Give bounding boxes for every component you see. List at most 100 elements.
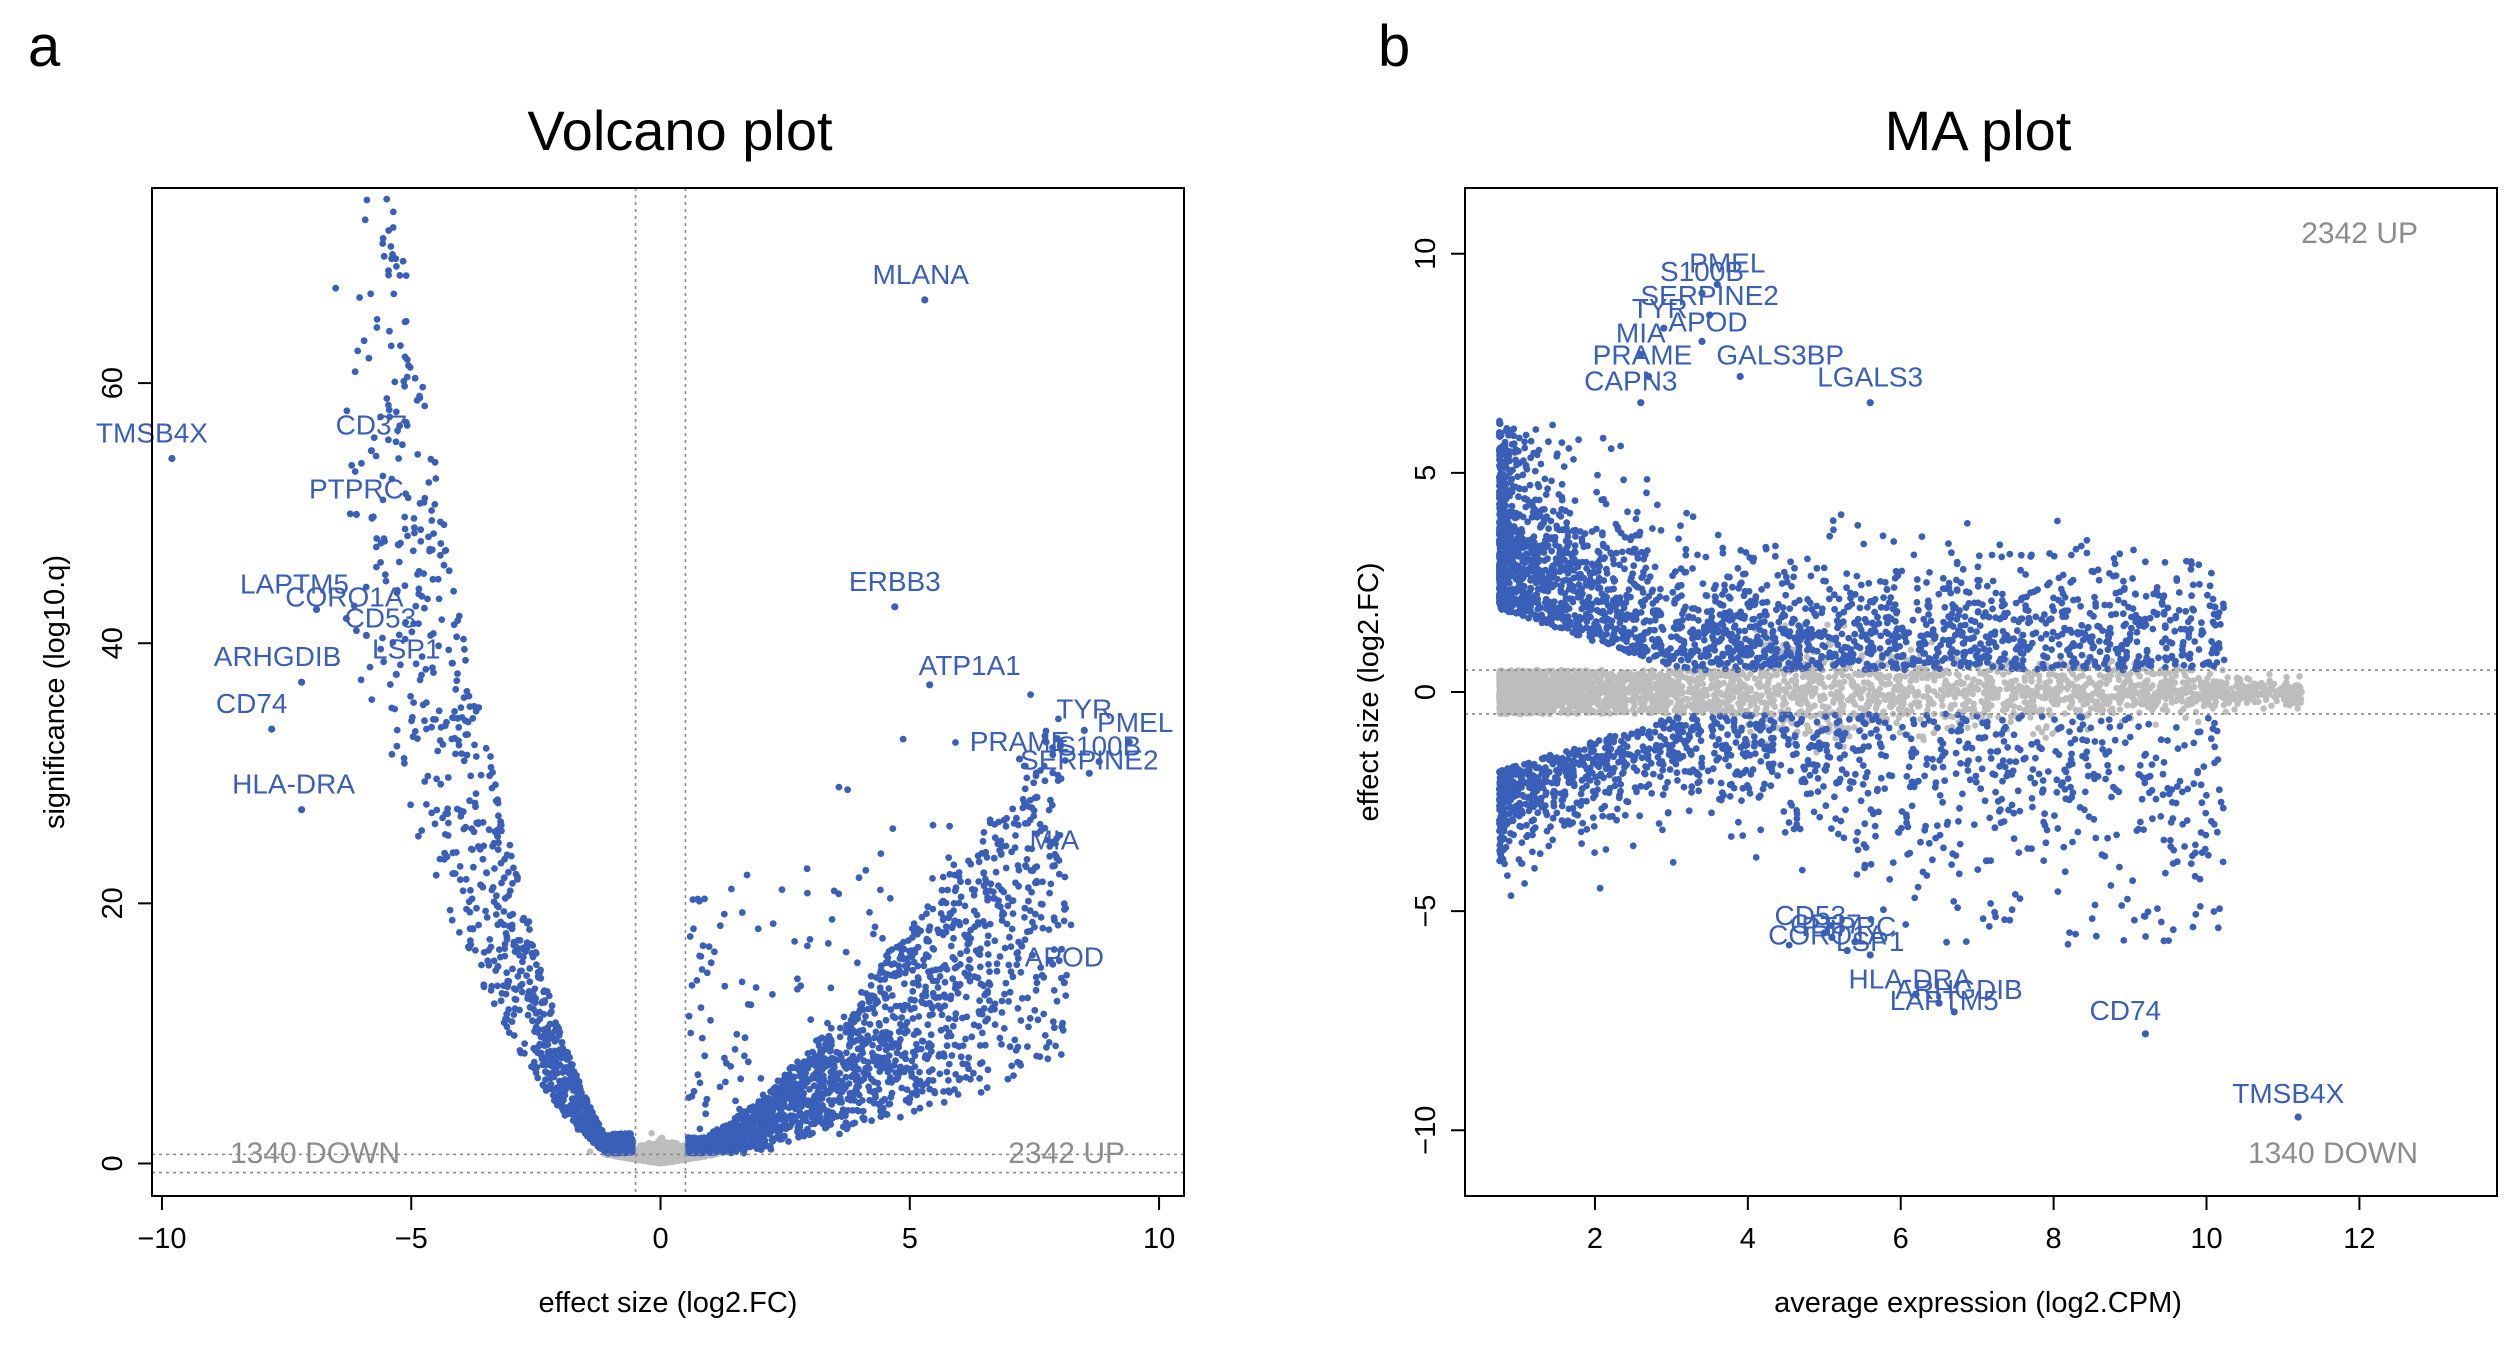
volcano-point-down [421,604,428,612]
volcano-point-up [1032,986,1040,994]
volcano-point-down [530,1005,537,1013]
volcano-point-up [738,978,746,986]
volcano-point-up [1033,979,1041,987]
volcano-point-down [528,1063,535,1070]
volcano-point-down [437,518,444,526]
volcano-point-down [380,252,388,260]
volcano-point-up [741,1052,748,1060]
volcano-points [332,195,1075,1167]
volcano-point-down [466,937,474,945]
volcano-point-down [428,507,435,514]
volcano-point-down [544,1048,552,1056]
volcano-point-down [521,1049,528,1057]
volcano-point-down [383,195,391,203]
volcano-point-down [421,402,429,410]
volcano-point-down [518,988,526,996]
volcano-point-down [410,515,418,522]
volcano-point-down [419,383,427,391]
volcano-point-up [1057,1051,1065,1058]
volcano-title: Volcano plot [527,99,833,162]
volcano-point-down [399,441,406,449]
volcano-point-up [1002,822,1010,830]
volcano-point-down [494,982,501,990]
volcano-point-down [495,812,502,820]
volcano-point-down [575,1089,583,1097]
volcano-point-down [452,750,459,758]
volcano-point-down [390,290,398,298]
volcano-point-down [426,545,434,553]
volcano-point-down [542,1068,549,1075]
volcano-point-down [363,196,371,204]
volcano-point-down [458,714,466,721]
volcano-point-up [1024,1043,1031,1050]
volcano-point-up [1040,973,1048,981]
volcano-point-down [465,898,473,906]
volcano-point-down [409,547,417,555]
volcano-point-up [876,984,884,992]
volcano-point-up [687,1029,695,1037]
volcano-point-down [547,1008,555,1016]
volcano-point-up [957,893,965,901]
volcano-point-down [518,980,526,988]
volcano-point-down [414,451,422,458]
volcano-point-up [804,889,811,897]
volcano-point-up [711,948,718,956]
volcano-point-down [373,563,380,571]
volcano-point-down [409,733,417,741]
volcano-point-down [425,479,433,486]
volcano-point-down [562,1066,570,1074]
volcano-point-up [785,1138,792,1145]
volcano-point-up [1046,889,1053,897]
volcano-point-down [509,965,516,973]
volcano-point-down [505,868,512,876]
volcano-point-down [441,722,449,730]
volcano-point-down [448,735,456,743]
volcano-point-down [511,1005,519,1013]
volcano-point-up [1039,901,1046,908]
volcano-point-ns [643,1144,650,1151]
volcano-point-up [791,938,798,945]
volcano-point-down [516,936,524,944]
volcano-point-down [504,983,511,991]
volcano-point-down [356,294,363,301]
volcano-point-down [357,676,365,684]
volcano-point-up [1045,1039,1053,1046]
volcano-point-down [469,925,477,933]
volcano-point-up [705,943,713,950]
volcano-point-up [998,1041,1005,1048]
volcano-point-down [448,916,456,924]
volcano-point-up [926,1100,933,1108]
volcano-point-down [495,839,502,847]
volcano-point-up [737,1075,745,1083]
volcano-point-down [487,986,495,994]
volcano-point-ns [658,1138,666,1145]
volcano-point-down [433,775,440,783]
volcano-point-down [370,513,377,521]
volcano-point-down [503,1010,511,1018]
volcano-point-down [470,828,478,836]
volcano-point-down [373,324,381,331]
volcano-point-down [395,455,402,462]
volcano-point-up [936,1070,944,1078]
volcano-point-down [593,1135,600,1143]
volcano-point-down [548,1002,556,1010]
volcano-point-down [411,529,418,537]
volcano-point-down [524,992,532,1000]
volcano-point-up [945,1060,953,1068]
volcano-point-down [498,827,505,835]
volcano-point-down [428,517,436,524]
volcano-point-down [529,953,537,961]
volcano-point-up [961,902,969,910]
volcano-point-down [523,972,530,979]
volcano-point-up [976,1075,983,1082]
volcano-point-up [945,1015,953,1022]
volcano-point-up [1002,979,1010,987]
volcano-point-down [536,1015,544,1023]
volcano-point-down [530,1045,538,1052]
volcano-point-down [415,832,422,840]
volcano-point-down [432,475,440,482]
volcano-point-up [945,1077,952,1084]
volcano-point-down [381,571,389,578]
volcano-point-up [892,1002,900,1010]
volcano-point-down [368,696,376,703]
